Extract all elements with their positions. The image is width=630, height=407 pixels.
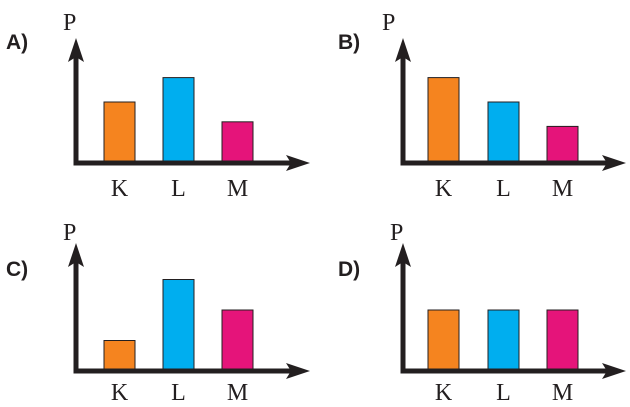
option-label: C): [6, 258, 28, 281]
y-axis-arrow-icon: [395, 243, 411, 267]
y-axis-label: P: [382, 10, 395, 36]
bar-l: [162, 279, 195, 372]
x-axis-arrow-icon: [602, 363, 626, 379]
y-axis-label: P: [63, 10, 76, 36]
option-label: B): [338, 31, 360, 54]
tick-label-l: L: [171, 176, 186, 202]
bar-k: [427, 77, 460, 164]
y-axis-arrow-icon: [68, 243, 84, 267]
chart-panel-b: B) P K L M: [338, 10, 626, 202]
tick-label-k: K: [111, 380, 129, 406]
y-axis-label: P: [390, 220, 403, 246]
bar-k: [103, 101, 136, 164]
option-label: A): [6, 31, 28, 54]
bar-l: [162, 77, 195, 164]
y-axis-arrow-icon: [68, 38, 84, 62]
tick-label-k: K: [111, 176, 129, 202]
tick-label-m: M: [552, 380, 573, 406]
tick-label-m: M: [227, 380, 248, 406]
x-axis-arrow-icon: [286, 155, 310, 171]
tick-label-m: M: [227, 176, 248, 202]
chart-panel-d: D) P K L M: [338, 220, 626, 406]
tick-label-l: L: [496, 380, 511, 406]
y-axis-arrow-icon: [395, 38, 411, 62]
chart-panel-a: A) P K L M: [6, 10, 310, 202]
bar-k: [103, 340, 136, 372]
tick-label-k: K: [435, 176, 453, 202]
bar-m: [546, 309, 579, 372]
y-axis-label: P: [63, 220, 76, 246]
bar-m: [546, 125, 579, 164]
x-axis-arrow-icon: [286, 363, 310, 379]
bar-k: [427, 309, 460, 372]
bar-m: [221, 309, 254, 372]
tick-label-l: L: [171, 380, 186, 406]
bar-l: [487, 101, 520, 164]
bar-l: [487, 309, 520, 372]
chart-panel-c: C) P K L M: [6, 220, 310, 406]
tick-label-m: M: [552, 176, 573, 202]
x-axis-arrow-icon: [602, 155, 626, 171]
option-label: D): [338, 258, 360, 281]
tick-label-k: K: [435, 380, 453, 406]
bar-m: [221, 121, 254, 164]
tick-label-l: L: [496, 176, 511, 202]
